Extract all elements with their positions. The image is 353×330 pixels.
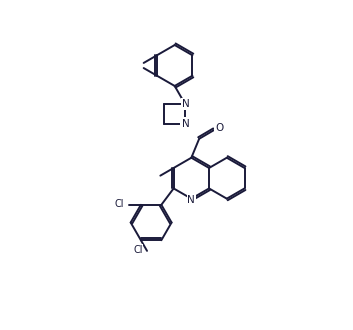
Text: N: N	[180, 118, 188, 128]
Text: N: N	[187, 195, 195, 205]
Text: N: N	[182, 119, 190, 129]
Text: Cl: Cl	[115, 199, 124, 209]
Text: O: O	[215, 123, 223, 133]
Text: N: N	[182, 99, 190, 109]
Text: Cl: Cl	[133, 245, 143, 255]
